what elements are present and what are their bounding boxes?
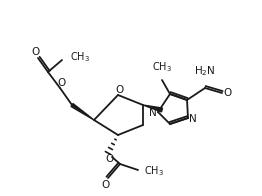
Text: CH$_3$: CH$_3$	[70, 50, 90, 64]
Text: N: N	[189, 114, 197, 124]
Polygon shape	[71, 103, 94, 120]
Polygon shape	[143, 105, 162, 112]
Text: CH$_3$: CH$_3$	[144, 164, 164, 178]
Text: O: O	[223, 88, 231, 98]
Text: O: O	[102, 180, 110, 190]
Text: O: O	[115, 85, 123, 95]
Text: CH$_3$: CH$_3$	[152, 60, 172, 74]
Text: O: O	[32, 47, 40, 57]
Text: H$_2$N: H$_2$N	[194, 64, 216, 78]
Text: O: O	[58, 78, 66, 88]
Text: methyl: methyl	[161, 74, 166, 75]
Text: N: N	[149, 108, 157, 118]
Text: O: O	[106, 154, 114, 164]
